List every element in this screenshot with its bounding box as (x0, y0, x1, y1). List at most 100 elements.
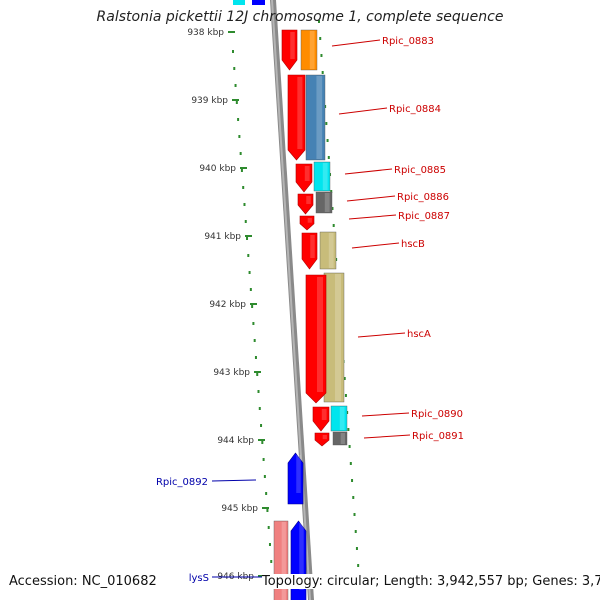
cog-bar-shine (281, 522, 286, 600)
gc-dot (249, 288, 252, 291)
cds-arrow-shine (296, 455, 301, 493)
cds-arrow-rpic_0885[interactable] (295, 163, 313, 193)
gc-dot (344, 394, 347, 397)
gene-leader-line (348, 214, 397, 220)
cds-arrow-rpic_0884[interactable] (287, 74, 306, 161)
truncated-cog-bar (233, 0, 245, 5)
gc-dot (262, 458, 265, 461)
cds-arrow-shine (310, 235, 315, 258)
cog-bar-rpic_0883 (300, 29, 318, 71)
gc-dot (233, 67, 236, 70)
gene-label-hscb[interactable]: hscB (401, 239, 425, 250)
cog-bar-rpic_0891 (332, 431, 348, 446)
gc-dot (352, 496, 355, 499)
cog-bar-rpic_0886 (315, 191, 333, 214)
gc-dot (260, 424, 263, 427)
gc-dot (326, 139, 329, 142)
cds-arrow-shine (306, 196, 311, 204)
ruler-tick-label: 938 kbp (187, 28, 224, 38)
gc-dot (353, 513, 356, 516)
gene-leader-line (346, 195, 396, 202)
gene-label-rpic_0891[interactable]: Rpic_0891 (412, 431, 464, 442)
cds-arrow-rpic_0887[interactable] (299, 215, 315, 231)
cog-bar-hscb (319, 231, 337, 270)
genome-backbone-highlight (271, 0, 311, 600)
cog-bar-shine (339, 407, 345, 430)
ruler-tick-label: 945 kbp (221, 504, 258, 514)
accession-label: Accession: NC_010682 (9, 574, 157, 589)
cds-arrow-rpic_0890[interactable] (312, 406, 330, 432)
cog-bar-rpic_0890 (330, 405, 348, 432)
gc-dot (244, 220, 247, 223)
gene-label-rpic_0886[interactable]: Rpic_0886 (397, 192, 449, 203)
gene-leader-line (357, 332, 406, 338)
cog-bar-rpic_0884 (305, 74, 326, 161)
gene-label-rpic_0887[interactable]: Rpic_0887 (398, 211, 450, 222)
ruler-tick-label: 940 kbp (199, 164, 236, 174)
gc-dot (235, 101, 238, 104)
gc-dot (261, 441, 264, 444)
gc-dot (332, 224, 335, 227)
gc-dot (351, 479, 354, 482)
gc-dot (234, 84, 237, 87)
gc-dot (252, 322, 255, 325)
cds-arrow-rpic_0886[interactable] (297, 193, 314, 215)
position-ruler: 938 kbp 939 kbp 940 kbp 941 kbp 942 kbp 943 k… (187, 28, 269, 582)
ruler-tick-label: 942 kbp (209, 300, 246, 310)
gc-dot (266, 509, 269, 512)
gene-label-rpic_0892[interactable]: Rpic_0892 (156, 477, 208, 488)
gene-label-hsca[interactable]: hscA (407, 329, 431, 340)
cds-arrow-shine (304, 166, 310, 181)
map-title: Ralstonia pickettii 12J chromosome 1, co… (96, 9, 504, 25)
cds-arrow-shine (299, 523, 304, 590)
gc-dot (331, 207, 334, 210)
cds-arrow-rpic_0892[interactable] (287, 452, 304, 505)
gc-dot (357, 564, 360, 567)
gene-leader-line (351, 242, 400, 249)
gc-dot (257, 390, 260, 393)
cds-arrow-shine (307, 218, 312, 223)
ruler-tick-label: 943 kbp (213, 368, 250, 378)
gc-dot (330, 190, 333, 193)
gene-leader-line (331, 39, 381, 47)
gc-dot (343, 377, 346, 380)
gene-label-rpic_0890[interactable]: Rpic_0890 (411, 409, 463, 420)
cog-bar-shine (309, 31, 315, 69)
gc-dot (355, 547, 358, 550)
gc-dot (318, 20, 320, 23)
gc-dot (258, 407, 261, 410)
gc-dot (254, 356, 257, 359)
gc-dot (248, 271, 251, 274)
gc-dot (320, 54, 323, 57)
genome-stats-label: Topology: circular; Length: 3,942,557 bp… (262, 574, 600, 589)
gc-dot (246, 237, 249, 240)
gc-dot (256, 373, 259, 376)
gc-dot (247, 254, 250, 257)
gene-label-rpic_0885[interactable]: Rpic_0885 (394, 165, 446, 176)
gc-dot (319, 37, 322, 40)
gc-dot (240, 169, 243, 172)
gc-dot (270, 560, 273, 563)
gc-dot (349, 462, 352, 465)
gc-dot (265, 492, 268, 495)
cds-arrow-hsca[interactable] (305, 274, 327, 404)
gene-leader-line (363, 434, 411, 439)
gene-label-lyss[interactable]: lysS (189, 573, 209, 584)
cds-arrow-rpic_0883[interactable] (281, 29, 298, 71)
cds-arrow-shine (321, 409, 327, 420)
gene-label-rpic_0884[interactable]: Rpic_0884 (389, 104, 441, 115)
cog-bar-shine (322, 163, 328, 190)
cog-bar-shine (335, 274, 341, 401)
cog-bar-shine (316, 76, 323, 159)
gc-dot (232, 50, 234, 53)
cds-arrow-rpic_0891[interactable] (314, 432, 330, 447)
gc-dot (321, 71, 324, 74)
gene-labels: Rpic_0883 Rpic_0884 Rpic_0885 Rpic_0886 Rpic… (156, 36, 464, 584)
gene-label-rpic_0883[interactable]: Rpic_0883 (382, 36, 434, 47)
gc-dot (237, 118, 240, 121)
truncated-cds-bar (252, 0, 265, 5)
cds-arrow-hscb[interactable] (301, 232, 318, 270)
gene-leader-line (344, 168, 393, 175)
cds-arrow-shine (290, 32, 295, 59)
cog-bar-shine (340, 433, 345, 444)
